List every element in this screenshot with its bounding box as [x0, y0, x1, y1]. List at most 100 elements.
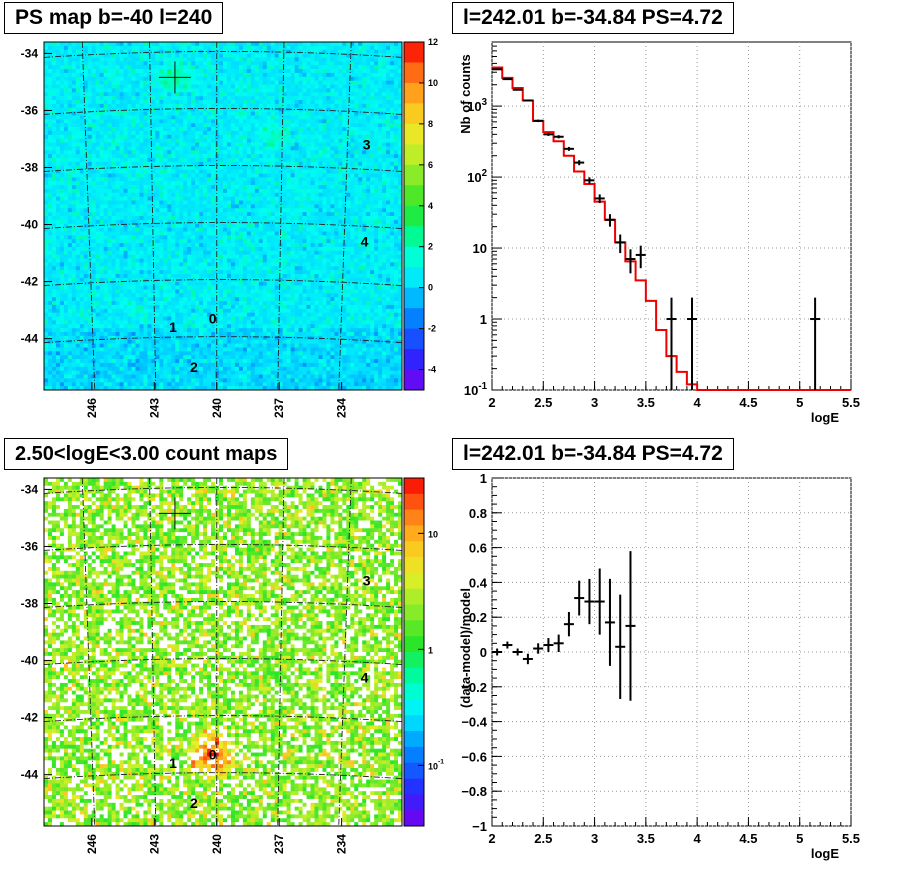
heatmap-cell [51, 146, 57, 151]
heatmap-cell [171, 231, 176, 236]
heatmap-cell [187, 301, 192, 306]
heatmap-cell [167, 293, 172, 298]
heatmap-cell [226, 96, 232, 101]
heatmap-cell [44, 123, 49, 128]
heatmap-cell [99, 57, 104, 62]
heatmap-cell [199, 304, 204, 310]
heatmap-cell [115, 266, 120, 271]
heatmap-cell [115, 169, 120, 174]
heatmap-cell [254, 107, 260, 112]
heatmap-cell [79, 343, 85, 348]
heatmap-cell [171, 246, 176, 252]
heatmap-cell [99, 169, 104, 174]
heatmap-cell [163, 219, 168, 225]
heatmap-cell [207, 250, 212, 255]
heatmap-cell [83, 266, 89, 271]
heatmap-cell [115, 88, 120, 93]
heatmap-cell [47, 177, 53, 182]
heatmap-cell [135, 362, 140, 368]
heatmap-cell [79, 154, 85, 159]
heatmap-cell [115, 76, 120, 81]
heatmap-cell [143, 227, 148, 232]
heatmap-cell [103, 158, 108, 163]
heatmap-cell [91, 142, 97, 147]
heatmap-cell [107, 57, 112, 62]
heatmap-cell [119, 289, 124, 294]
heatmap-cell [107, 281, 112, 286]
heatmap-cell [171, 320, 176, 325]
heatmap-cell [167, 212, 172, 217]
heatmap-cell [207, 119, 212, 124]
heatmap-cell [223, 212, 228, 217]
heatmap-cell [67, 270, 73, 275]
heatmap-cell [135, 212, 140, 217]
heatmap-cell [203, 88, 208, 93]
heatmap-cell [183, 165, 188, 170]
heatmap-cell [131, 266, 136, 271]
heatmap-cell [238, 335, 244, 341]
heatmap-cell [195, 374, 200, 379]
heatmap-cell [163, 185, 168, 190]
heatmap-cell [230, 103, 236, 109]
heatmap-cell [167, 196, 172, 201]
heatmap-cell [207, 335, 212, 341]
heatmap-cell [79, 123, 85, 128]
heatmap-cell [143, 277, 148, 283]
heatmap-cell [230, 262, 236, 267]
heatmap-cell [151, 196, 156, 201]
heatmap-cell [242, 246, 248, 252]
heatmap-cell [123, 115, 128, 120]
heatmap-cell [250, 142, 256, 147]
heatmap-cell [131, 192, 136, 197]
heatmap-cell [59, 80, 65, 85]
heatmap-cell [254, 258, 260, 263]
heatmap-cell [230, 100, 236, 105]
heatmap-cell [151, 123, 156, 128]
heatmap-cell [143, 181, 148, 186]
heatmap-cell [123, 246, 128, 252]
heatmap-cell [151, 100, 156, 105]
heatmap-cell [119, 146, 124, 151]
heatmap-cell [55, 293, 61, 298]
heatmap-cell [47, 324, 53, 329]
heatmap-cell [44, 107, 49, 112]
heatmap-cell [111, 243, 116, 248]
heatmap-cell [203, 370, 208, 375]
heatmap-cell [171, 370, 176, 375]
heatmap-cell [67, 80, 73, 85]
heatmap-cell [203, 185, 208, 190]
heatmap-cell [242, 293, 248, 298]
heatmap-cell [91, 146, 97, 151]
heatmap-cell [119, 293, 124, 298]
heatmap-cell [187, 169, 192, 174]
heatmap-cell [250, 103, 256, 109]
heatmap-cell [258, 57, 264, 62]
heatmap-cell [195, 250, 200, 255]
heatmap-cell [254, 165, 260, 170]
heatmap-cell [230, 223, 236, 228]
heatmap-cell [123, 196, 128, 201]
heatmap-cell [55, 76, 61, 81]
heatmap-cell [75, 165, 81, 170]
heatmap-cell [175, 154, 180, 159]
heatmap-cell [99, 289, 104, 294]
heatmap-cell [219, 328, 224, 333]
heatmap-cell [44, 347, 49, 352]
heatmap-cell [246, 254, 252, 259]
heatmap-cell [75, 72, 81, 78]
heatmap-cell [51, 200, 57, 205]
heatmap-cell [238, 146, 244, 151]
heatmap-cell [127, 312, 132, 317]
heatmap-cell [171, 223, 176, 228]
heatmap-cell [171, 351, 176, 356]
heatmap-cell [131, 355, 136, 360]
heatmap-cell [75, 61, 81, 66]
heatmap-cell [258, 254, 264, 259]
heatmap-cell [219, 332, 224, 337]
heatmap-cell [131, 343, 136, 348]
heatmap-cell [175, 69, 180, 74]
heatmap-cell [51, 324, 57, 329]
heatmap-cell [59, 386, 65, 391]
heatmap-cell [139, 138, 144, 143]
heatmap-cell [195, 181, 200, 186]
